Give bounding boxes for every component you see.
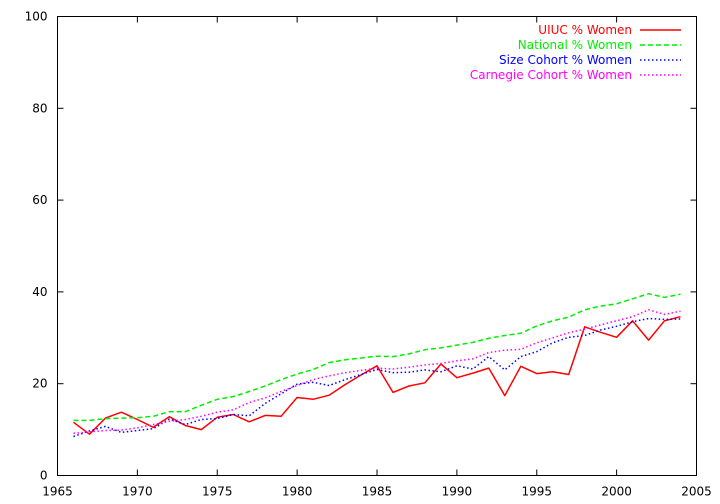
y-tick-label: 20 [32, 377, 47, 391]
series-layer [73, 292, 681, 438]
series-line-3 [73, 317, 681, 438]
series-line-4 [73, 309, 681, 435]
x-tick-label: 1975 [202, 485, 233, 499]
y-tick-label: 60 [32, 193, 47, 207]
plot-frame [57, 16, 697, 476]
series-line-2 [73, 292, 681, 422]
x-tick-label: 2005 [681, 485, 712, 499]
legend-label-1: UIUC % Women [538, 23, 632, 37]
x-tick-label: 1985 [362, 485, 393, 499]
legend-label-4: Carnegie Cohort % Women [470, 68, 632, 82]
x-tick-label: 1970 [122, 485, 153, 499]
axis-ticks: 1965 1970 1975 1980 1985 1990 1995 2000 2005 0 20 4… [25, 10, 712, 499]
y-tick-label: 40 [32, 285, 47, 299]
x-tick-label: 1990 [442, 485, 473, 499]
y-tick-label: 80 [32, 101, 47, 115]
y-tick-label: 0 [40, 469, 48, 483]
y-tick-label: 100 [25, 10, 48, 24]
series-line-1 [73, 315, 681, 435]
x-tick-label: 2000 [601, 485, 632, 499]
legend-label-3: Size Cohort % Women [499, 53, 632, 67]
legend-label-2: National % Women [518, 38, 632, 52]
x-tick-label: 1965 [42, 485, 73, 499]
x-tick-label: 1980 [282, 485, 313, 499]
x-tick-label: 1995 [521, 485, 552, 499]
